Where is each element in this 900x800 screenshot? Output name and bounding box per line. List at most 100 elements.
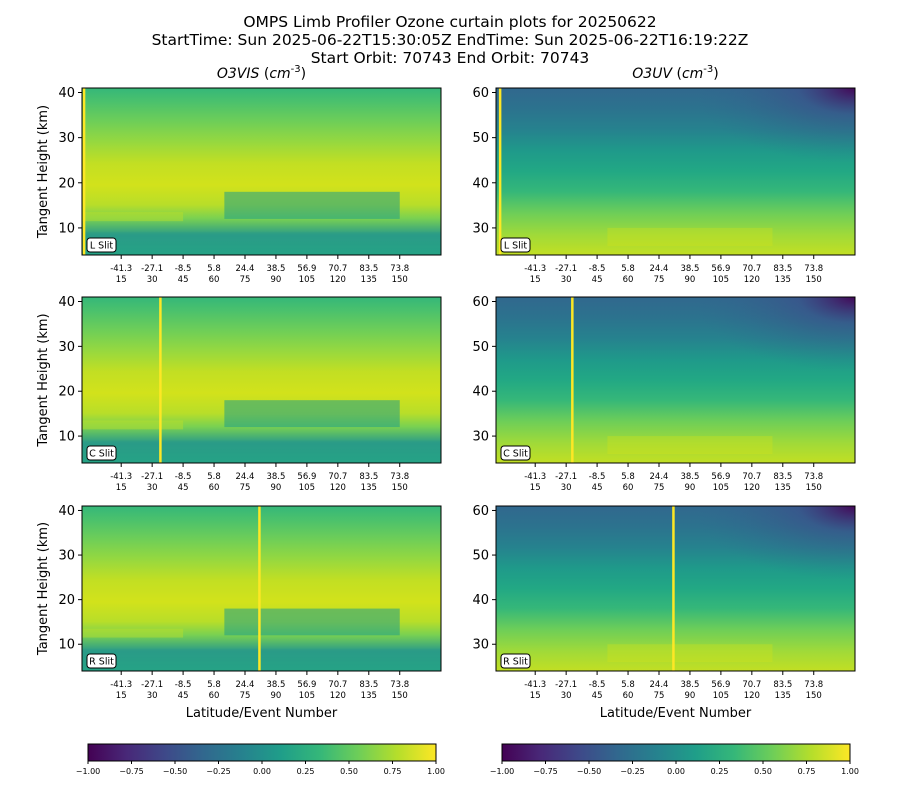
y-tick-label: 20 xyxy=(58,176,75,191)
x-tick-event-label: 90 xyxy=(685,691,696,701)
colorbar-o3vis: −1.00 −0.75 −0.50 −0.25 0.00 0.25 0.50 0.75 1.00 xyxy=(76,743,445,776)
x-tick-latitude-label: 70.7 xyxy=(328,264,347,274)
panel-o3vis-l-slit: 10203040-41.315-27.130-8.5455.86024.4753… xyxy=(36,64,442,285)
x-tick-latitude-label: 38.5 xyxy=(680,264,699,274)
slit-label-box xyxy=(86,237,117,253)
y-axis-label: Tangent Height (km) xyxy=(36,105,51,239)
x-tick-latitude-label: 5.8 xyxy=(621,472,635,482)
colorbar-tick-label: 1.00 xyxy=(841,767,859,776)
x-tick-event-label: 75 xyxy=(654,691,665,701)
x-tick-event-label: 75 xyxy=(240,483,251,493)
colorbar-tick-label: −1.00 xyxy=(490,767,515,776)
figure-title: OMPS Limb Profiler Ozone curtain plots f… xyxy=(0,13,900,67)
axes-frame xyxy=(81,505,442,672)
x-tick-event-label: 75 xyxy=(240,275,251,285)
x-tick-latitude-label: 70.7 xyxy=(328,680,347,690)
slit-label-box xyxy=(86,653,117,669)
x-tick-latitude-label: -27.1 xyxy=(141,264,163,274)
x-tick-latitude-label: -41.3 xyxy=(524,680,546,690)
x-tick-latitude-label: 56.9 xyxy=(297,264,316,274)
x-tick-event-label: 15 xyxy=(116,275,127,285)
x-tick-event-label: 120 xyxy=(744,691,760,701)
title-line-1: OMPS Limb Profiler Ozone curtain plots f… xyxy=(243,13,657,31)
x-tick-event-label: 150 xyxy=(806,275,822,285)
x-tick-event-label: 45 xyxy=(178,275,189,285)
x-tick-event-label: 135 xyxy=(361,275,377,285)
heatmap-bottom-band xyxy=(82,232,441,255)
panel-o3vis-r-slit: 10203040-41.315-27.130-8.5455.86024.4753… xyxy=(36,504,442,721)
x-tick-event-label: 120 xyxy=(330,691,346,701)
colorbar-tick-label: 0.25 xyxy=(711,767,729,776)
slit-label-box xyxy=(86,445,117,461)
x-tick-event-label: 30 xyxy=(561,275,572,285)
y-tick-label: 10 xyxy=(58,221,75,236)
x-tick-latitude-label: 24.4 xyxy=(236,264,255,274)
colorbar-tick-label: 0.25 xyxy=(297,767,315,776)
x-tick-event-label: 120 xyxy=(744,483,760,493)
colorbar-tick-label: 0.75 xyxy=(798,767,816,776)
colorbar-tick-label: 0.00 xyxy=(667,767,685,776)
y-axis-label: Tangent Height (km) xyxy=(36,522,51,656)
colorbar-tick-label: 0.50 xyxy=(340,767,358,776)
heatmap-field xyxy=(82,297,441,463)
x-tick-latitude-label: 24.4 xyxy=(650,264,669,274)
x-tick-event-label: 120 xyxy=(330,275,346,285)
x-tick-event-label: 135 xyxy=(361,483,377,493)
x-tick-latitude-label: 83.5 xyxy=(773,472,792,482)
x-tick-latitude-label: 5.8 xyxy=(207,472,221,482)
x-tick-event-label: 135 xyxy=(361,691,377,701)
y-axis-label: Tangent Height (km) xyxy=(36,313,51,447)
x-tick-event-label: 75 xyxy=(654,483,665,493)
x-tick-event-label: 90 xyxy=(271,275,282,285)
x-tick-latitude-label: -41.3 xyxy=(110,264,132,274)
x-tick-event-label: 135 xyxy=(775,275,791,285)
x-tick-event-label: 105 xyxy=(299,691,315,701)
x-tick-latitude-label: 38.5 xyxy=(680,680,699,690)
heatmap-low-band xyxy=(224,400,400,428)
colorbar-tick-label: −0.25 xyxy=(206,767,231,776)
x-tick-event-label: 150 xyxy=(392,275,408,285)
y-tick-label: 30 xyxy=(58,549,75,564)
x-tick-event-label: 90 xyxy=(271,691,282,701)
x-tick-event-label: 45 xyxy=(592,483,603,493)
column-title: O3VIS (cm-3) xyxy=(217,64,306,82)
x-tick-event-label: 45 xyxy=(592,691,603,701)
x-tick-latitude-label: -27.1 xyxy=(141,680,163,690)
x-tick-event-label: 150 xyxy=(806,691,822,701)
colorbar-tick-label: −0.75 xyxy=(119,767,144,776)
y-tick-label: 50 xyxy=(472,340,489,355)
x-tick-event-label: 15 xyxy=(530,275,541,285)
panel-o3vis-c-slit: 10203040-41.315-27.130-8.5455.86024.4753… xyxy=(36,295,442,493)
colorbar-tick-label: 0.75 xyxy=(384,767,402,776)
slit-label-box xyxy=(500,445,531,461)
slit-label: R Slit xyxy=(89,657,114,668)
y-tick-label: 30 xyxy=(58,340,75,355)
axes-frame xyxy=(495,296,856,464)
x-tick-latitude-label: 73.8 xyxy=(390,264,409,274)
colorbar-tick-label: 1.00 xyxy=(427,767,445,776)
heatmap-corner-shade xyxy=(496,506,855,671)
colorbar-tick-label: −0.25 xyxy=(620,767,645,776)
x-tick-latitude-label: 38.5 xyxy=(266,264,285,274)
x-tick-event-label: 30 xyxy=(561,691,572,701)
x-tick-event-label: 45 xyxy=(178,483,189,493)
x-tick-latitude-label: 56.9 xyxy=(711,264,730,274)
slit-label: C Slit xyxy=(89,449,114,460)
x-tick-latitude-label: 56.9 xyxy=(711,472,730,482)
x-tick-latitude-label: 73.8 xyxy=(390,680,409,690)
y-tick-label: 10 xyxy=(58,430,75,445)
y-tick-label: 30 xyxy=(472,638,489,653)
x-tick-event-label: 135 xyxy=(775,483,791,493)
x-tick-latitude-label: 73.8 xyxy=(804,472,823,482)
x-tick-latitude-label: 5.8 xyxy=(621,264,635,274)
x-tick-event-label: 105 xyxy=(299,483,315,493)
y-tick-label: 60 xyxy=(472,504,489,519)
x-tick-latitude-label: -8.5 xyxy=(589,264,606,274)
axes-frame xyxy=(495,505,856,672)
x-tick-event-label: 75 xyxy=(240,691,251,701)
x-tick-latitude-label: 70.7 xyxy=(742,472,761,482)
x-tick-event-label: 105 xyxy=(713,483,729,493)
y-tick-label: 60 xyxy=(472,86,489,101)
y-tick-label: 40 xyxy=(472,176,489,191)
x-tick-latitude-label: 70.7 xyxy=(742,264,761,274)
